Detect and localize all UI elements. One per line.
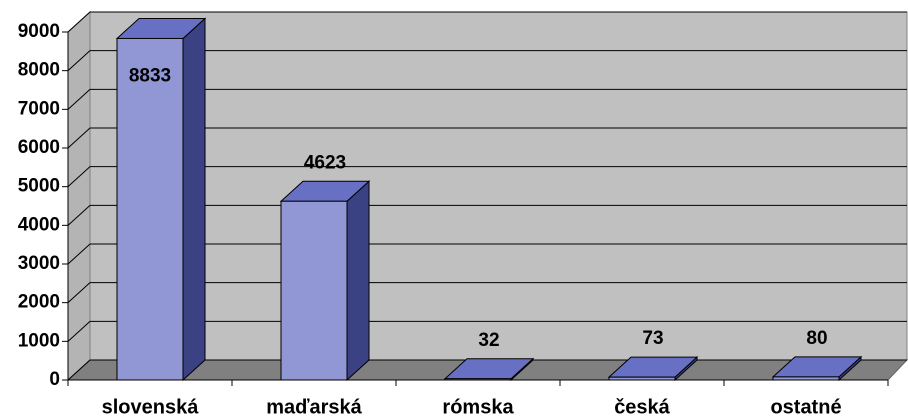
- y-tick-label: 2000: [18, 292, 60, 313]
- y-tick-label: 6000: [18, 137, 60, 158]
- grid-line: [67, 11, 907, 33]
- data-label: 4623: [304, 152, 346, 173]
- bar: [772, 376, 840, 381]
- bar-side: [346, 180, 370, 382]
- data-label: 32: [478, 330, 499, 351]
- grid-line: [67, 127, 907, 149]
- x-tick-label: maďarská: [266, 396, 362, 418]
- grid-line: [67, 166, 907, 188]
- bar: [608, 376, 676, 381]
- y-tick-label: 4000: [18, 214, 60, 235]
- bar-side: [182, 17, 206, 382]
- x-tick-label: česká: [614, 396, 670, 418]
- grid-line: [67, 204, 907, 226]
- y-tick-label: 3000: [18, 253, 60, 274]
- x-tick-label: rómska: [442, 396, 514, 418]
- y-tick-label: 9000: [18, 21, 60, 42]
- y-tick-label: 0: [49, 369, 60, 390]
- data-label: 8833: [129, 65, 171, 86]
- y-tick-label: 5000: [18, 176, 60, 197]
- grid-line: [67, 282, 907, 304]
- grid-line: [67, 88, 907, 110]
- data-label: 73: [642, 328, 663, 349]
- y-tick-label: 1000: [18, 330, 60, 351]
- x-tick-label: slovenská: [102, 396, 200, 418]
- bar: [116, 37, 184, 381]
- back-wall: [89, 11, 908, 361]
- grid-line: [67, 320, 907, 342]
- y-tick-label: 7000: [18, 98, 60, 119]
- x-tick-label: ostatné: [770, 396, 841, 418]
- grid-line: [67, 243, 907, 265]
- grid-line: [67, 50, 907, 72]
- bar: [280, 200, 348, 381]
- data-label: 80: [806, 328, 827, 349]
- bar: [444, 378, 512, 381]
- y-tick-label: 8000: [18, 60, 60, 81]
